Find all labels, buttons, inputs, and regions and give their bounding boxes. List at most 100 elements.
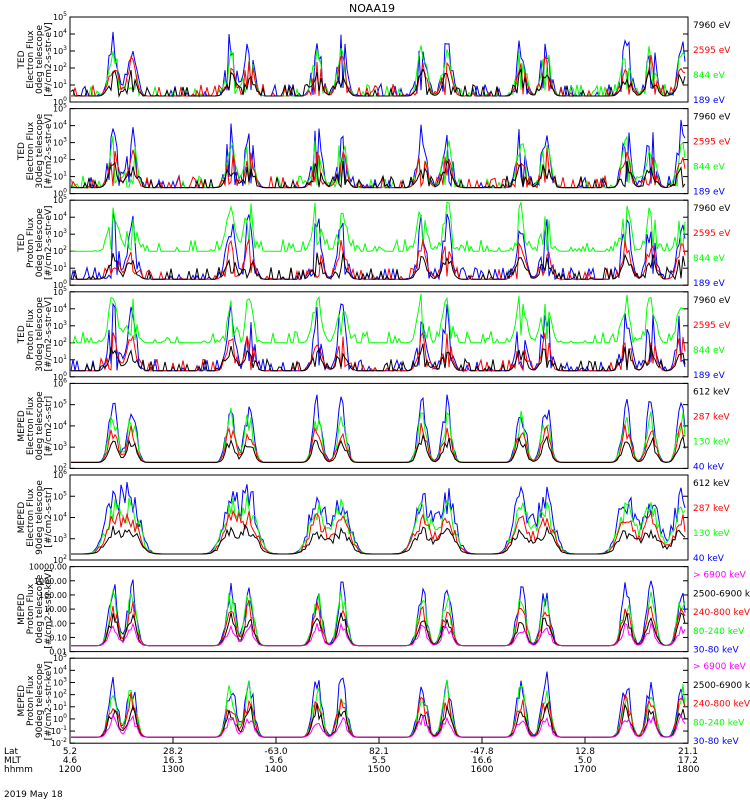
y-tick-label: 100 [53, 713, 67, 724]
y-tick-label: 104 [53, 420, 67, 431]
y-tick-label: 102 [53, 462, 67, 473]
series-844-ev [70, 135, 686, 190]
y-tick-label: 103 [53, 676, 67, 687]
x-tick-hhmm: 1200 [59, 765, 82, 775]
series-189-ev [70, 302, 686, 373]
legend-label: 240-800 keV [693, 608, 750, 618]
y-tick-label: 102 [53, 689, 67, 700]
y-tick-label: 100 [53, 188, 67, 199]
x-tick-mlt: 4.6 [63, 756, 78, 766]
series-2595-ev [71, 331, 686, 373]
legend-label: 7960 eV [693, 296, 731, 306]
legend-label: 80-240 keV [693, 718, 745, 728]
x-tick-lat: -47.8 [470, 747, 494, 757]
y-tick-label: 102 [53, 154, 67, 165]
legend-label: 844 eV [693, 254, 726, 264]
y-tick-label: 105 [53, 11, 67, 22]
series-189-ev [71, 31, 686, 98]
panel-7: 10000.00 1000.00 100.00 10.00 1.00 0.10 0.01ME… [17, 563, 750, 657]
y-axis-label: TEDProton Flux30deg telescope[#/cm2-s-st… [17, 296, 54, 371]
legend-label: > 6900 keV [693, 571, 747, 581]
legend-label: > 6900 keV [693, 662, 747, 672]
y-tick-label: 105 [53, 103, 67, 114]
series-80-240-kev [71, 588, 686, 647]
x-tick-lat: 12.8 [575, 747, 595, 757]
panel-5: 102 103 104 105 106 MEPEDElectron Flux0deg te… [17, 377, 730, 473]
y-tick-label: 104 [53, 211, 67, 222]
y-tick-label: 104 [53, 120, 67, 131]
panel-frame [69, 108, 689, 195]
legend-label: 844 eV [693, 163, 726, 173]
y-tick-label: 102 [53, 245, 67, 256]
series-7960-ev [70, 67, 686, 98]
x-tick-lat: 5.2 [63, 747, 77, 757]
y-tick-label: 101 [53, 262, 67, 273]
x-tick-mlt: 17.2 [678, 756, 698, 766]
legend-label: 130 keV [693, 437, 730, 447]
series-612-kev [71, 433, 686, 463]
y-tick-label: 103 [53, 45, 67, 56]
y-axis-label: TEDElectron Flux30deg telescope[#/cm2-s-… [17, 113, 54, 188]
x-tick-mlt: 16.3 [163, 756, 183, 766]
series-7960-ev [71, 252, 686, 281]
y-tick-label: 103 [53, 533, 67, 544]
y-tick-label: 105 [53, 399, 67, 410]
y-tick-label: 105 [53, 490, 67, 501]
series-80-240-kev [71, 679, 686, 738]
legend-label: 844 eV [693, 346, 726, 356]
legend-label: 189 eV [693, 188, 726, 198]
x-row-label: Lat [4, 747, 19, 757]
series-2500-6900-kev [71, 612, 686, 647]
y-tick-label: 102 [53, 337, 67, 348]
y-tick-label: 101 [53, 354, 67, 365]
y-tick-label: 1.00 [49, 619, 67, 628]
panel-frame [69, 474, 689, 561]
panel-frame [69, 566, 689, 653]
x-tick-lat: 28.2 [163, 747, 183, 757]
legend-label: 287 keV [693, 504, 730, 514]
panel-frame [69, 382, 689, 469]
panel-frame [69, 16, 689, 103]
x-row-label: hhmm [4, 765, 33, 775]
y-tick-label: 103 [53, 441, 67, 452]
y-tick-label: 105 [53, 194, 67, 205]
legend-label: 2595 eV [693, 138, 731, 148]
y-tick-label: 0.01 [49, 648, 67, 657]
x-tick-lat: 21.1 [678, 747, 698, 757]
x-tick-lat: -63.0 [264, 747, 288, 757]
series-612-kev [71, 523, 686, 555]
legend-label: 2500-6900 keV [693, 589, 750, 599]
series-2500-6900-kev [71, 702, 686, 738]
y-tick-label: 106 [53, 377, 67, 388]
legend-label: 612 keV [693, 387, 730, 397]
y-tick-label: 103 [53, 320, 67, 331]
legend-label: 189 eV [693, 279, 726, 289]
series-30-80-kev [71, 671, 686, 738]
legend-label: 2595 eV [693, 321, 731, 331]
legend-label: 30-80 keV [693, 737, 739, 747]
panel-frame [69, 291, 689, 378]
series-2595-ev [71, 54, 686, 98]
plot-title: NOAA19 [349, 2, 395, 15]
series--6900-kev [71, 713, 686, 738]
legend-label: 287 keV [693, 412, 730, 422]
y-tick-label: 103 [53, 228, 67, 239]
legend-label: 7960 eV [693, 113, 731, 123]
legend-label: 30-80 keV [693, 646, 739, 656]
y-tick-label: 1000.00 [34, 577, 67, 586]
series-40-kev [71, 482, 686, 555]
y-tick-label: 103 [53, 137, 67, 148]
series-130-kev [71, 407, 686, 463]
series-7960-ev [70, 160, 686, 190]
y-tick-label: 104 [53, 664, 67, 675]
series-30-80-kev [71, 579, 686, 647]
series-189-ev [71, 119, 686, 190]
legend-label: 130 keV [693, 529, 730, 539]
y-tick-label: 104 [53, 28, 67, 39]
